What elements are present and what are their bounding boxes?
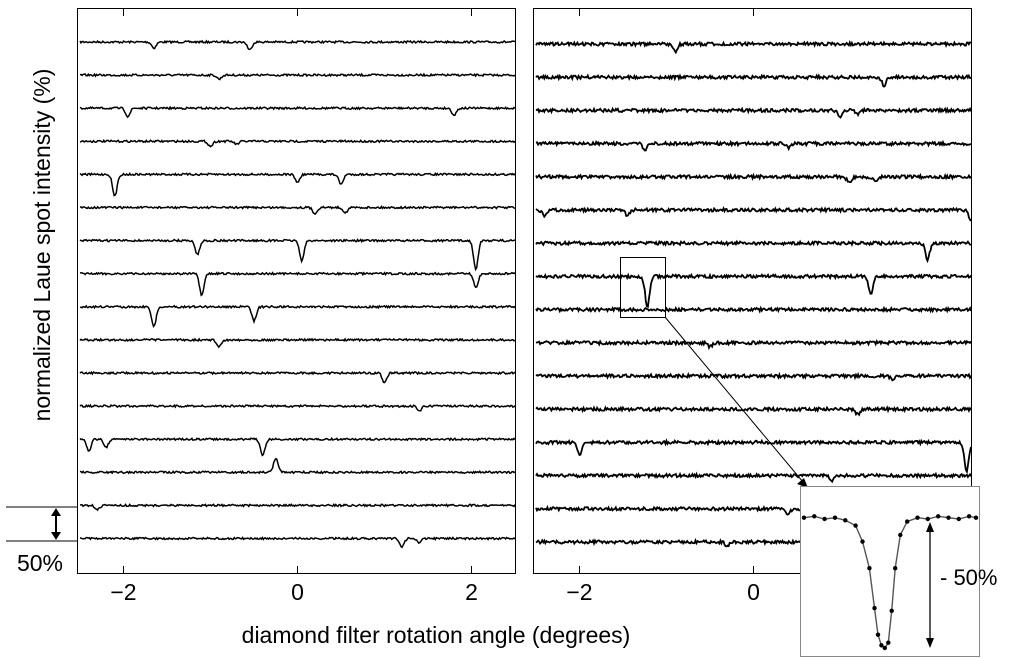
left-panel-frame bbox=[77, 8, 516, 574]
inset: - 50% bbox=[800, 486, 997, 657]
inset-point-17 bbox=[905, 519, 910, 524]
inset-arrow-down-icon bbox=[926, 638, 934, 648]
left-trace-4 bbox=[79, 138, 516, 148]
right-panel-traces bbox=[535, 39, 972, 548]
scale-bar-arrow-up-icon bbox=[51, 508, 61, 516]
left-trace-16 bbox=[79, 536, 516, 549]
x-tick-label-left-3: 2 bbox=[465, 579, 478, 605]
right-trace-6 bbox=[535, 206, 972, 222]
right-trace-8 bbox=[535, 272, 972, 309]
inset-point-3 bbox=[822, 516, 827, 522]
left-trace-2 bbox=[79, 72, 516, 81]
inset-point-12 bbox=[882, 645, 887, 651]
scale-bar-label: 50% bbox=[17, 550, 63, 576]
inset-point-13 bbox=[886, 640, 891, 645]
left-trace-3 bbox=[79, 105, 516, 119]
left-trace-8 bbox=[79, 271, 516, 297]
scale-bar: 50% bbox=[6, 506, 77, 576]
inset-point-5 bbox=[843, 518, 848, 523]
x-tick-label-left-2: 0 bbox=[291, 579, 304, 605]
inset-point-22 bbox=[956, 516, 961, 522]
left-trace-11 bbox=[79, 370, 516, 384]
x-tick-label-right-2: 0 bbox=[747, 579, 760, 605]
inset-point-8 bbox=[867, 566, 872, 571]
inset-point-10 bbox=[875, 632, 881, 637]
inset-point-18 bbox=[915, 515, 920, 520]
zoom-connector-arrowhead-icon bbox=[797, 478, 808, 488]
inset-point-24 bbox=[973, 515, 979, 520]
right-trace-1 bbox=[535, 39, 972, 55]
inset-point-11 bbox=[879, 643, 884, 648]
right-trace-7 bbox=[535, 239, 972, 264]
left-trace-7 bbox=[79, 238, 516, 272]
inset-point-21 bbox=[946, 515, 951, 520]
left-trace-13 bbox=[79, 436, 516, 457]
left-trace-10 bbox=[79, 337, 516, 349]
x-axis-label: diamond filter rotation angle (degrees) bbox=[242, 622, 631, 648]
right-trace-9 bbox=[535, 305, 972, 314]
left-trace-15 bbox=[80, 502, 516, 512]
zoom-box bbox=[620, 257, 666, 318]
right-trace-5 bbox=[535, 172, 972, 184]
inset-point-1 bbox=[801, 515, 807, 520]
scale-bar-arrow-down-icon bbox=[51, 532, 61, 540]
inset-point-20 bbox=[936, 514, 941, 519]
inset-point-9 bbox=[872, 605, 877, 611]
x-axis-ticks: −2 0 2 −2 0 bbox=[110, 9, 760, 605]
inset-label: - 50% bbox=[940, 565, 997, 590]
y-axis-label: normalized Laue spot intensity (%) bbox=[29, 69, 55, 422]
inset-point-23 bbox=[966, 514, 972, 519]
right-trace-12 bbox=[535, 405, 972, 417]
right-trace-3 bbox=[535, 106, 972, 119]
right-trace-13 bbox=[535, 438, 972, 475]
inset-arrow-up-icon bbox=[926, 522, 934, 532]
x-tick-label-left-1: −2 bbox=[110, 579, 136, 605]
inset-point-4 bbox=[832, 515, 838, 520]
left-trace-6 bbox=[79, 204, 516, 216]
left-trace-9 bbox=[79, 304, 516, 329]
inset-plot bbox=[801, 514, 979, 651]
left-trace-5 bbox=[79, 171, 516, 197]
left-trace-14 bbox=[79, 457, 516, 475]
inset-point-14 bbox=[889, 608, 894, 613]
left-panel-traces bbox=[79, 39, 516, 549]
inset-point-7 bbox=[860, 539, 865, 544]
inset-point-6 bbox=[853, 523, 858, 528]
left-trace-12 bbox=[79, 403, 516, 412]
right-trace-4 bbox=[535, 139, 972, 152]
zoom-connector bbox=[664, 316, 809, 489]
x-tick-label-right-1: −2 bbox=[566, 579, 592, 605]
right-trace-14 bbox=[535, 471, 972, 484]
inset-point-2 bbox=[812, 514, 817, 519]
right-panel-frame bbox=[533, 8, 972, 574]
right-trace-11 bbox=[535, 371, 972, 382]
inset-point-16 bbox=[898, 532, 903, 538]
inset-point-19 bbox=[925, 516, 930, 522]
right-trace-2 bbox=[535, 73, 972, 88]
right-trace-10 bbox=[535, 338, 972, 351]
left-trace-1 bbox=[79, 39, 516, 51]
inset-point-15 bbox=[893, 566, 898, 571]
